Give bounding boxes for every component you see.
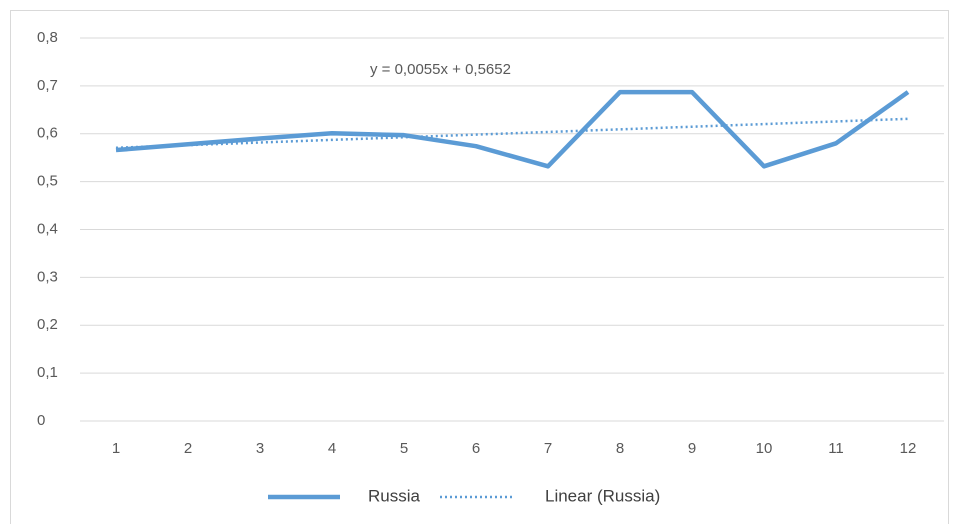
y-tick-label: 0,4 bbox=[37, 220, 58, 237]
y-tick-label: 0,1 bbox=[37, 364, 58, 381]
line-series bbox=[115, 89, 910, 169]
x-tick-label: 8 bbox=[616, 440, 624, 457]
chart-border bbox=[10, 10, 949, 524]
x-tick-label: 9 bbox=[688, 440, 696, 457]
x-tick-label: 7 bbox=[544, 440, 552, 457]
x-tick-label: 1 bbox=[112, 440, 120, 457]
y-tick-label: 0 bbox=[37, 412, 45, 429]
y-tick-label: 0,2 bbox=[37, 316, 58, 333]
x-tick-label: 11 bbox=[828, 440, 844, 457]
trendline-equation: y = 0,0055x + 0,5652 bbox=[370, 61, 511, 78]
y-tick-label: 0,6 bbox=[37, 125, 58, 142]
legend-label: Linear (Russia) bbox=[545, 486, 660, 505]
y-tick-label: 0,8 bbox=[37, 29, 58, 46]
x-tick-label: 4 bbox=[328, 440, 336, 457]
x-tick-label: 3 bbox=[256, 440, 264, 457]
legend-label: Russia bbox=[368, 486, 421, 505]
x-tick-label: 12 bbox=[900, 440, 917, 457]
x-tick-label: 10 bbox=[756, 440, 773, 457]
y-tick-label: 0,5 bbox=[37, 173, 58, 190]
line-series bbox=[115, 117, 909, 150]
x-tick-label: 6 bbox=[472, 440, 480, 457]
y-tick-label: 0,7 bbox=[37, 77, 58, 94]
x-tick-label: 5 bbox=[400, 440, 408, 457]
x-tick-label: 2 bbox=[184, 440, 192, 457]
y-tick-label: 0,3 bbox=[37, 268, 58, 285]
